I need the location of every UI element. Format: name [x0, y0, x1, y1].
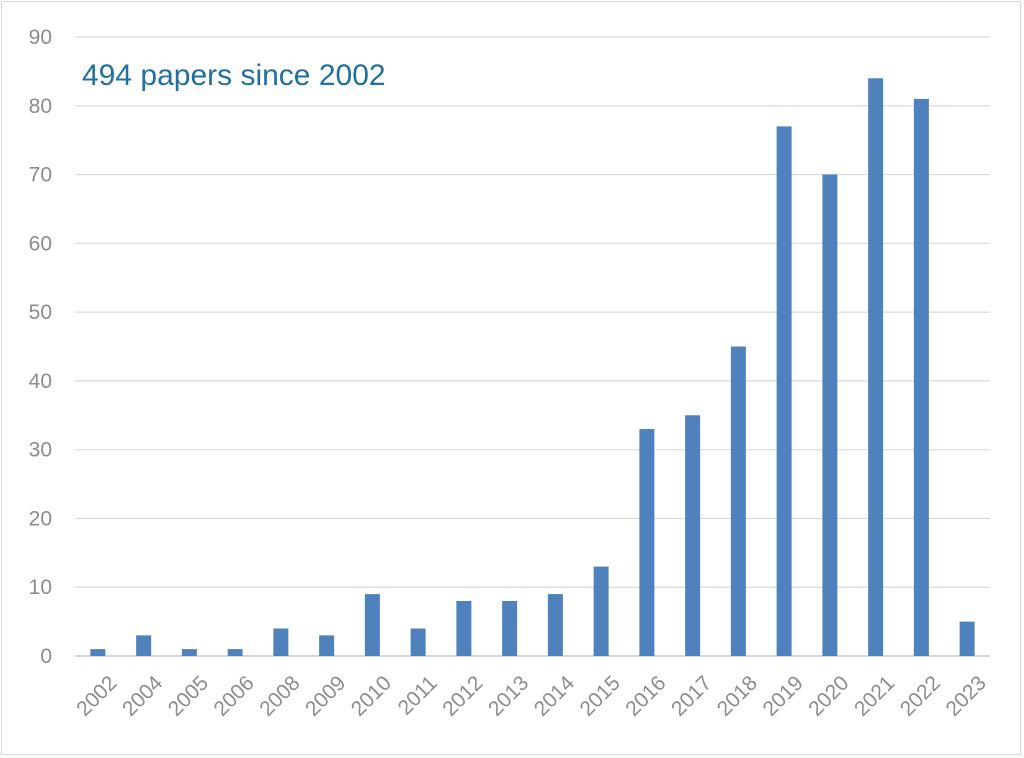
y-tick-label: 70 [29, 164, 52, 187]
x-tick-label-2018: 2018 [713, 671, 762, 720]
x-tick-label-2020: 2020 [804, 671, 853, 720]
y-tick-label: 0 [40, 645, 52, 668]
bar-2015 [593, 566, 609, 656]
bar-2009 [319, 635, 335, 656]
bar-2022 [913, 98, 929, 656]
bar-2016 [639, 429, 655, 656]
x-axis-ticks: 2002200420052006200820092010201120122013… [72, 671, 991, 721]
x-tick-label-2010: 2010 [347, 671, 396, 720]
x-tick-label-2017: 2017 [667, 671, 716, 720]
bars [90, 78, 975, 657]
bar-2002 [90, 649, 106, 656]
bar-2014 [547, 594, 563, 656]
bar-2008 [273, 628, 289, 656]
bar-2004 [136, 635, 152, 656]
x-tick-label-2023: 2023 [942, 671, 991, 720]
x-tick-label-2022: 2022 [896, 671, 945, 720]
bar-2012 [456, 600, 472, 656]
bar-2020 [822, 174, 838, 657]
y-tick-label: 30 [29, 439, 52, 462]
bar-2021 [868, 78, 884, 657]
x-tick-label-2009: 2009 [301, 671, 350, 720]
x-tick-label-2004: 2004 [118, 671, 168, 721]
x-tick-label-2016: 2016 [621, 671, 670, 720]
chart-annotation: 494 papers since 2002 [82, 59, 386, 92]
y-tick-label: 50 [29, 301, 52, 324]
bar-2011 [410, 628, 426, 656]
x-tick-label-2013: 2013 [484, 671, 533, 720]
x-tick-label-2019: 2019 [759, 671, 808, 720]
bar-2010 [364, 594, 380, 656]
bar-2013 [502, 600, 518, 656]
y-tick-label: 80 [29, 95, 52, 118]
y-axis-ticks: 0 10 20 30 40 50 60 70 80 90 [29, 26, 52, 668]
bar-2023 [959, 621, 975, 656]
y-tick-label: 90 [29, 26, 52, 49]
x-tick-label-2021: 2021 [850, 671, 899, 720]
x-tick-label-2012: 2012 [438, 671, 487, 720]
x-tick-label-2011: 2011 [394, 671, 442, 719]
x-tick-label-2006: 2006 [210, 671, 259, 720]
bar-2019 [776, 126, 792, 656]
bar-2017 [685, 415, 701, 656]
gridlines [75, 36, 990, 657]
y-tick-label: 60 [29, 232, 52, 255]
x-tick-label-2008: 2008 [255, 671, 304, 720]
y-tick-label: 10 [29, 576, 52, 599]
x-tick-label-2015: 2015 [576, 671, 625, 720]
y-tick-label: 20 [29, 507, 52, 530]
x-tick-label-2002: 2002 [72, 671, 121, 720]
x-tick-label-2005: 2005 [164, 671, 213, 720]
bar-2018 [730, 346, 746, 656]
bar-2005 [181, 649, 197, 656]
bar-2006 [227, 649, 243, 656]
x-tick-label-2014: 2014 [530, 671, 580, 721]
y-tick-label: 40 [29, 370, 52, 393]
